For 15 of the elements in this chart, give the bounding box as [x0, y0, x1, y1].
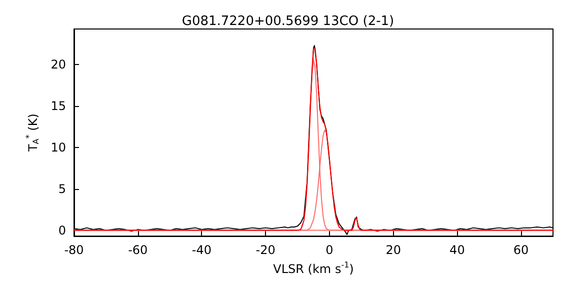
y-axis-title: TA* (K) [24, 114, 40, 152]
y-tick-label: 15 [50, 99, 66, 114]
x-tick-label: 40 [450, 243, 465, 258]
x-tick-label: -80 [64, 243, 84, 258]
y-tick-label: 20 [50, 58, 66, 72]
x-tick-label: 60 [513, 243, 529, 258]
x-tick-label: -60 [128, 243, 148, 258]
y-tick-label: 5 [58, 182, 66, 196]
y-tick-label: 0 [58, 223, 66, 238]
x-tick-label: -20 [256, 243, 276, 258]
chart-title: G081.7220+00.5699 13CO (2-1) [182, 14, 394, 29]
x-tick-label: 20 [386, 243, 401, 258]
x-tick-label: 0 [326, 243, 334, 258]
y-tick-label: 10 [50, 140, 66, 154]
x-tick-label: -40 [192, 243, 212, 258]
